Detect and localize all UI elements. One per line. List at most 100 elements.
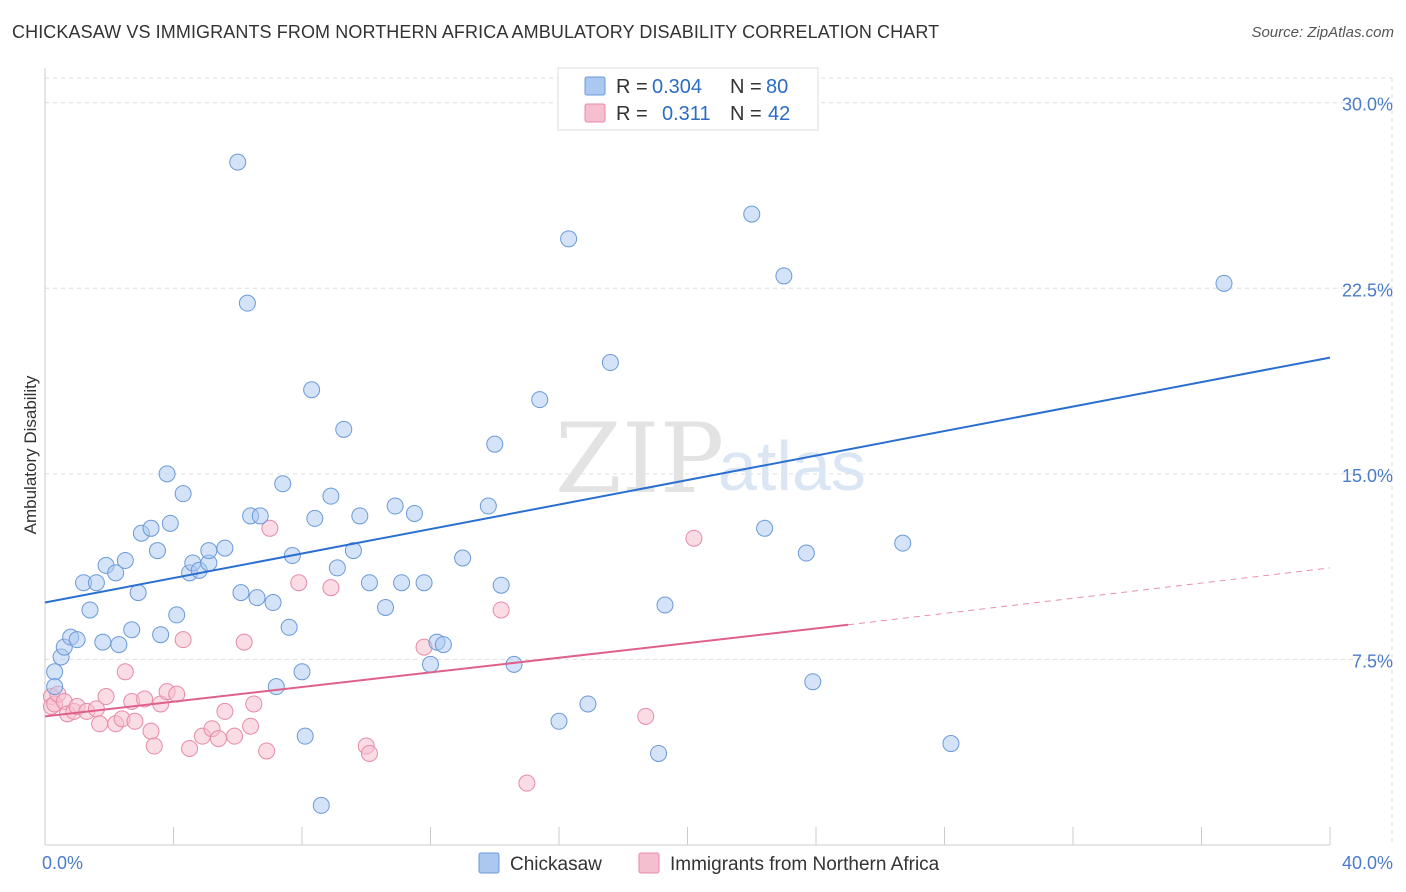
correlation-legend: R = 0.304 N = 80 R = 0.311 N = 42	[557, 67, 819, 131]
chickasaw-point-69	[601, 354, 619, 372]
chart-title: CHICKASAW VS IMMIGRANTS FROM NORTHERN AF…	[12, 22, 940, 42]
immigrants-point-34	[261, 519, 279, 537]
chickasaw-point-68	[579, 695, 597, 713]
chickasaw-point-47	[328, 559, 346, 577]
immigrants-point-33	[258, 742, 276, 760]
chickasaw-point-54	[393, 574, 411, 592]
chickasaw-point-46	[322, 487, 340, 505]
chickasaw-point-35	[251, 507, 269, 525]
legend-swatch-chickasaw	[584, 76, 606, 96]
chickasaw-point-59	[434, 636, 452, 654]
chickasaw-point-18	[148, 542, 166, 560]
immigrants-point-36	[322, 579, 340, 597]
chickasaw-point-50	[351, 507, 369, 525]
legend-r-label-1: R =	[616, 76, 648, 98]
chickasaw-point-73	[656, 596, 674, 614]
immigrants-point-22	[168, 685, 186, 703]
watermark: ZIP atlas	[555, 403, 866, 515]
bottom-legend-swatch-chickasaw	[478, 852, 500, 874]
y-axis-label: Ambulatory Disability	[21, 375, 40, 534]
chickasaw-point-75	[756, 519, 774, 537]
chickasaw-points	[46, 104, 1233, 814]
y-tick-label-1: 15.0%	[1342, 466, 1393, 486]
immigrants-point-41	[518, 774, 536, 792]
legend-n-label-1: N =	[730, 76, 762, 98]
chickasaw-point-65	[531, 391, 549, 409]
immigrants-point-30	[235, 633, 253, 651]
chickasaw-point-52	[377, 598, 395, 616]
immigrants-point-43	[685, 529, 703, 547]
chickasaw-point-36	[264, 594, 282, 612]
chickasaw-point-44	[306, 509, 324, 527]
chickasaw-point-57	[422, 655, 439, 673]
chickasaw-point-76	[775, 267, 793, 285]
y-tick-label-3: 30.0%	[1342, 95, 1393, 115]
immigrants-point-11	[97, 688, 115, 706]
chickasaw-point-13	[116, 551, 134, 569]
series-legend: Chickasaw Immigrants from Northern Afric…	[478, 852, 940, 875]
immigrants-point-16	[126, 712, 144, 730]
legend-r-value-1: 0.304	[652, 76, 702, 98]
immigrants-point-28	[216, 702, 234, 720]
chickasaw-point-38	[274, 475, 292, 493]
chickasaw-point-19	[152, 626, 170, 644]
immigrants-point-19	[145, 737, 163, 755]
watermark-atlas: atlas	[718, 427, 866, 505]
chickasaw-point-62	[486, 435, 504, 453]
source-label: Source: ZipAtlas.com	[1251, 24, 1394, 41]
x-tick-min: 0.0%	[42, 853, 83, 873]
immigrants-trend-line	[44, 623, 849, 718]
chickasaw-point-32	[238, 294, 256, 312]
chickasaw-point-30	[229, 153, 247, 171]
legend-r-label-2: R =	[616, 103, 648, 125]
chickasaw-point-41	[293, 663, 311, 681]
immigrants-trend-extension	[848, 567, 1331, 626]
chickasaw-point-21	[161, 514, 179, 532]
chickasaw-point-31	[232, 584, 250, 602]
bottom-legend-label-immigrants: Immigrants from Northern Africa	[670, 854, 940, 875]
legend-n-label-2: N =	[730, 103, 762, 125]
immigrants-point-27	[209, 730, 227, 748]
chickasaw-point-5	[68, 631, 86, 649]
chickasaw-trend-line	[44, 356, 1331, 604]
immigrants-point-23	[174, 631, 192, 649]
chickasaw-point-72	[650, 744, 668, 762]
y-tick-label-0: 7.5%	[1352, 651, 1393, 671]
chickasaw-point-7	[81, 601, 99, 619]
chickasaw-point-60	[454, 549, 472, 567]
immigrants-point-17	[136, 690, 154, 708]
bottom-legend-label-chickasaw: Chickasaw	[510, 854, 602, 875]
chickasaw-point-39	[280, 618, 298, 636]
chickasaw-point-74	[743, 205, 761, 223]
y-tick-labels: 7.5% 15.0% 22.5% 30.0%	[1342, 95, 1393, 672]
immigrants-point-40	[492, 601, 510, 619]
chickasaw-point-11	[107, 564, 125, 582]
immigrants-point-18	[142, 722, 160, 740]
chickasaw-point-48	[335, 420, 353, 438]
chickasaw-point-29	[216, 539, 234, 557]
chickasaw-point-23	[174, 485, 192, 503]
chickasaw-point-17	[142, 519, 160, 537]
chickasaw-point-66	[550, 712, 568, 730]
watermark-zip: ZIP	[555, 403, 724, 515]
chickasaw-point-34	[248, 589, 266, 607]
chickasaw-point-67	[560, 230, 578, 248]
y-tick-label-2: 22.5%	[1342, 280, 1393, 300]
chickasaw-point-37	[267, 678, 285, 696]
immigrants-point-10	[91, 715, 109, 733]
chickasaw-point-61	[479, 497, 497, 515]
immigrants-point-31	[242, 717, 260, 735]
chickasaw-point-63	[492, 576, 510, 594]
chickasaw-point-22	[168, 606, 186, 624]
chickasaw-point-1	[46, 678, 64, 696]
chickasaw-point-51	[360, 574, 378, 592]
chickasaw-point-79	[894, 534, 912, 552]
immigrants-point-42	[637, 707, 655, 725]
chickasaw-point-56	[415, 574, 433, 592]
immigrants-point-14	[116, 663, 134, 681]
chickasaw-point-53	[386, 497, 404, 515]
immigrants-point-35	[290, 574, 308, 592]
immigrants-points	[42, 519, 703, 792]
chickasaw-point-55	[405, 504, 423, 522]
